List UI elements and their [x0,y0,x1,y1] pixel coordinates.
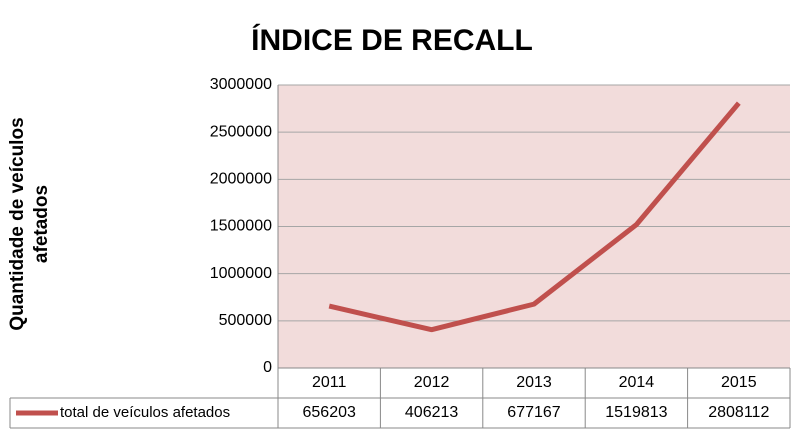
x-tick-label: 2013 [516,374,552,391]
x-tick-label: 2014 [619,374,655,391]
table-value: 406213 [405,404,458,421]
y-tick-label: 500000 [219,312,272,329]
y-tick-label: 2500000 [210,123,272,140]
chart-title: ÍNDICE DE RECALL [251,23,533,57]
table-value: 677167 [507,404,560,421]
x-tick-label: 2015 [721,374,757,391]
table-value: 1519813 [605,404,667,421]
y-tick-label: 1500000 [210,218,272,235]
y-tick-label: 1000000 [210,265,272,282]
y-tick-label: 3000000 [210,76,272,93]
y-tick-label: 2000000 [210,171,272,188]
x-tick-label: 2012 [414,374,450,391]
table-value: 656203 [303,404,356,421]
table-value: 2808112 [708,404,769,421]
legend-label: total de veículos afetados [60,404,230,421]
line [328,101,741,333]
x-tick-label: 2011 [312,374,347,391]
y-axis-label: Quantidade de veículos afetados [7,117,52,331]
y-tick-label: 0 [263,359,272,376]
